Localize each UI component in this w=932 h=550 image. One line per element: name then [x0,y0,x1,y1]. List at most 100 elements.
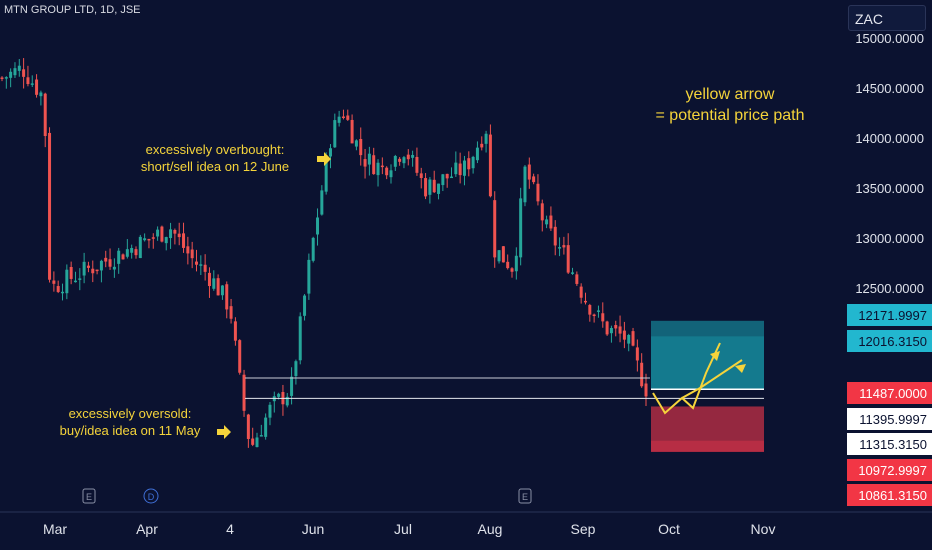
candle-body [558,247,562,249]
time-axis[interactable]: Mar Apr 4 Jun Jul Aug Sep Oct Nov [0,511,932,537]
candle-body [497,250,501,262]
arrowhead-icon [710,351,720,361]
candle-body [393,155,397,167]
candle-body [238,340,242,373]
candle-body [147,238,151,241]
candle-body [527,164,531,180]
candle-body [488,134,492,197]
candle-body [151,237,155,239]
y-tick-label: 14000.0000 [855,131,924,146]
candle-body [493,200,497,258]
x-tick-label: Sep [571,521,596,537]
overbought-line-2: short/sell idea on 12 June [140,159,290,174]
candle-body [199,264,203,266]
candle-body [411,154,415,158]
y-tick-label: 14500.0000 [855,81,924,96]
currency-selector[interactable]: ZAC [848,5,926,31]
candle-body [134,249,138,256]
x-tick-label: Apr [136,521,158,537]
candle-body [13,68,17,76]
candle-body [337,116,341,123]
candle-body [311,237,315,261]
badge-target-high: 12171.9997 [858,308,927,323]
candle-body [0,77,4,80]
badge-entry-low-bg [847,433,932,455]
badge-stop-bg [847,459,932,481]
candle-body [445,173,449,179]
target-zone [651,320,764,390]
candle-body [125,249,129,257]
support-lines [245,377,764,399]
arrowhead-icon [735,364,746,373]
candle-body [112,266,116,270]
earnings-marker-icon [518,488,532,504]
candle-body [48,132,52,280]
candle-body [194,261,198,265]
candle-body [540,203,544,221]
candlestick-series [0,58,648,448]
candle-body [484,133,488,144]
candle-body [389,170,393,178]
candle-body [251,438,255,445]
candle-body [212,278,216,289]
candle-body [359,138,363,156]
candle-body [30,83,34,85]
candle-body [523,166,527,203]
risk-reward-zones [651,320,764,452]
candle-body [43,93,47,137]
candle-body [376,162,380,176]
candle-body [458,163,462,176]
candle-body [216,278,220,296]
candle-body [415,156,419,173]
oversold-line-1: excessively oversold: [68,406,192,421]
candle-body [52,280,56,284]
candle-body [514,255,518,272]
annotation-arrows [217,152,331,439]
candle-body [73,280,77,283]
y-tick-label: 13000.0000 [855,231,924,246]
candle-body [160,226,164,242]
candle-body [242,374,246,411]
candle-body [588,305,592,315]
candle-body [432,179,436,193]
candle-body [501,246,505,263]
candle-body [9,71,13,78]
candle-body [324,155,328,192]
candle-body [225,284,229,310]
x-tick-label: Oct [658,521,680,537]
candle-body [316,217,320,235]
candle-body [622,330,626,340]
candle-body [182,233,186,248]
candle-body [277,393,281,397]
candle-body [169,229,173,239]
y-tick-label: 13500.0000 [855,181,924,196]
candle-body [398,158,402,162]
candle-body [108,259,112,267]
candle-body [341,116,345,118]
candle-body [471,156,475,169]
projected-path-b [681,359,743,399]
candle-body [22,69,26,77]
price-level-badges: 12171.9997 12016.3150 11487.0000 11395.9997… [847,304,932,506]
target-zone-inner [651,336,764,390]
badge-target-bg [847,330,932,352]
price-axis[interactable]: 15000.0000 14500.0000 14000.0000 13500.0000… [855,31,924,296]
candle-body [190,249,194,259]
candle-body [17,65,21,71]
dividend-marker-icon [143,488,159,504]
x-tick-label: Aug [478,521,503,537]
candle-body [562,245,566,248]
earnings-marker-icon [82,488,96,504]
candle-body [605,321,609,335]
candle-body [437,183,441,194]
candle-body [596,310,600,312]
candle-body [264,417,268,437]
candle-body [545,219,549,225]
stop-zone [651,406,764,452]
candle-body [424,178,428,197]
candle-body [454,162,458,175]
candle-body [549,215,553,229]
badge-stop-low-bg [847,484,932,506]
